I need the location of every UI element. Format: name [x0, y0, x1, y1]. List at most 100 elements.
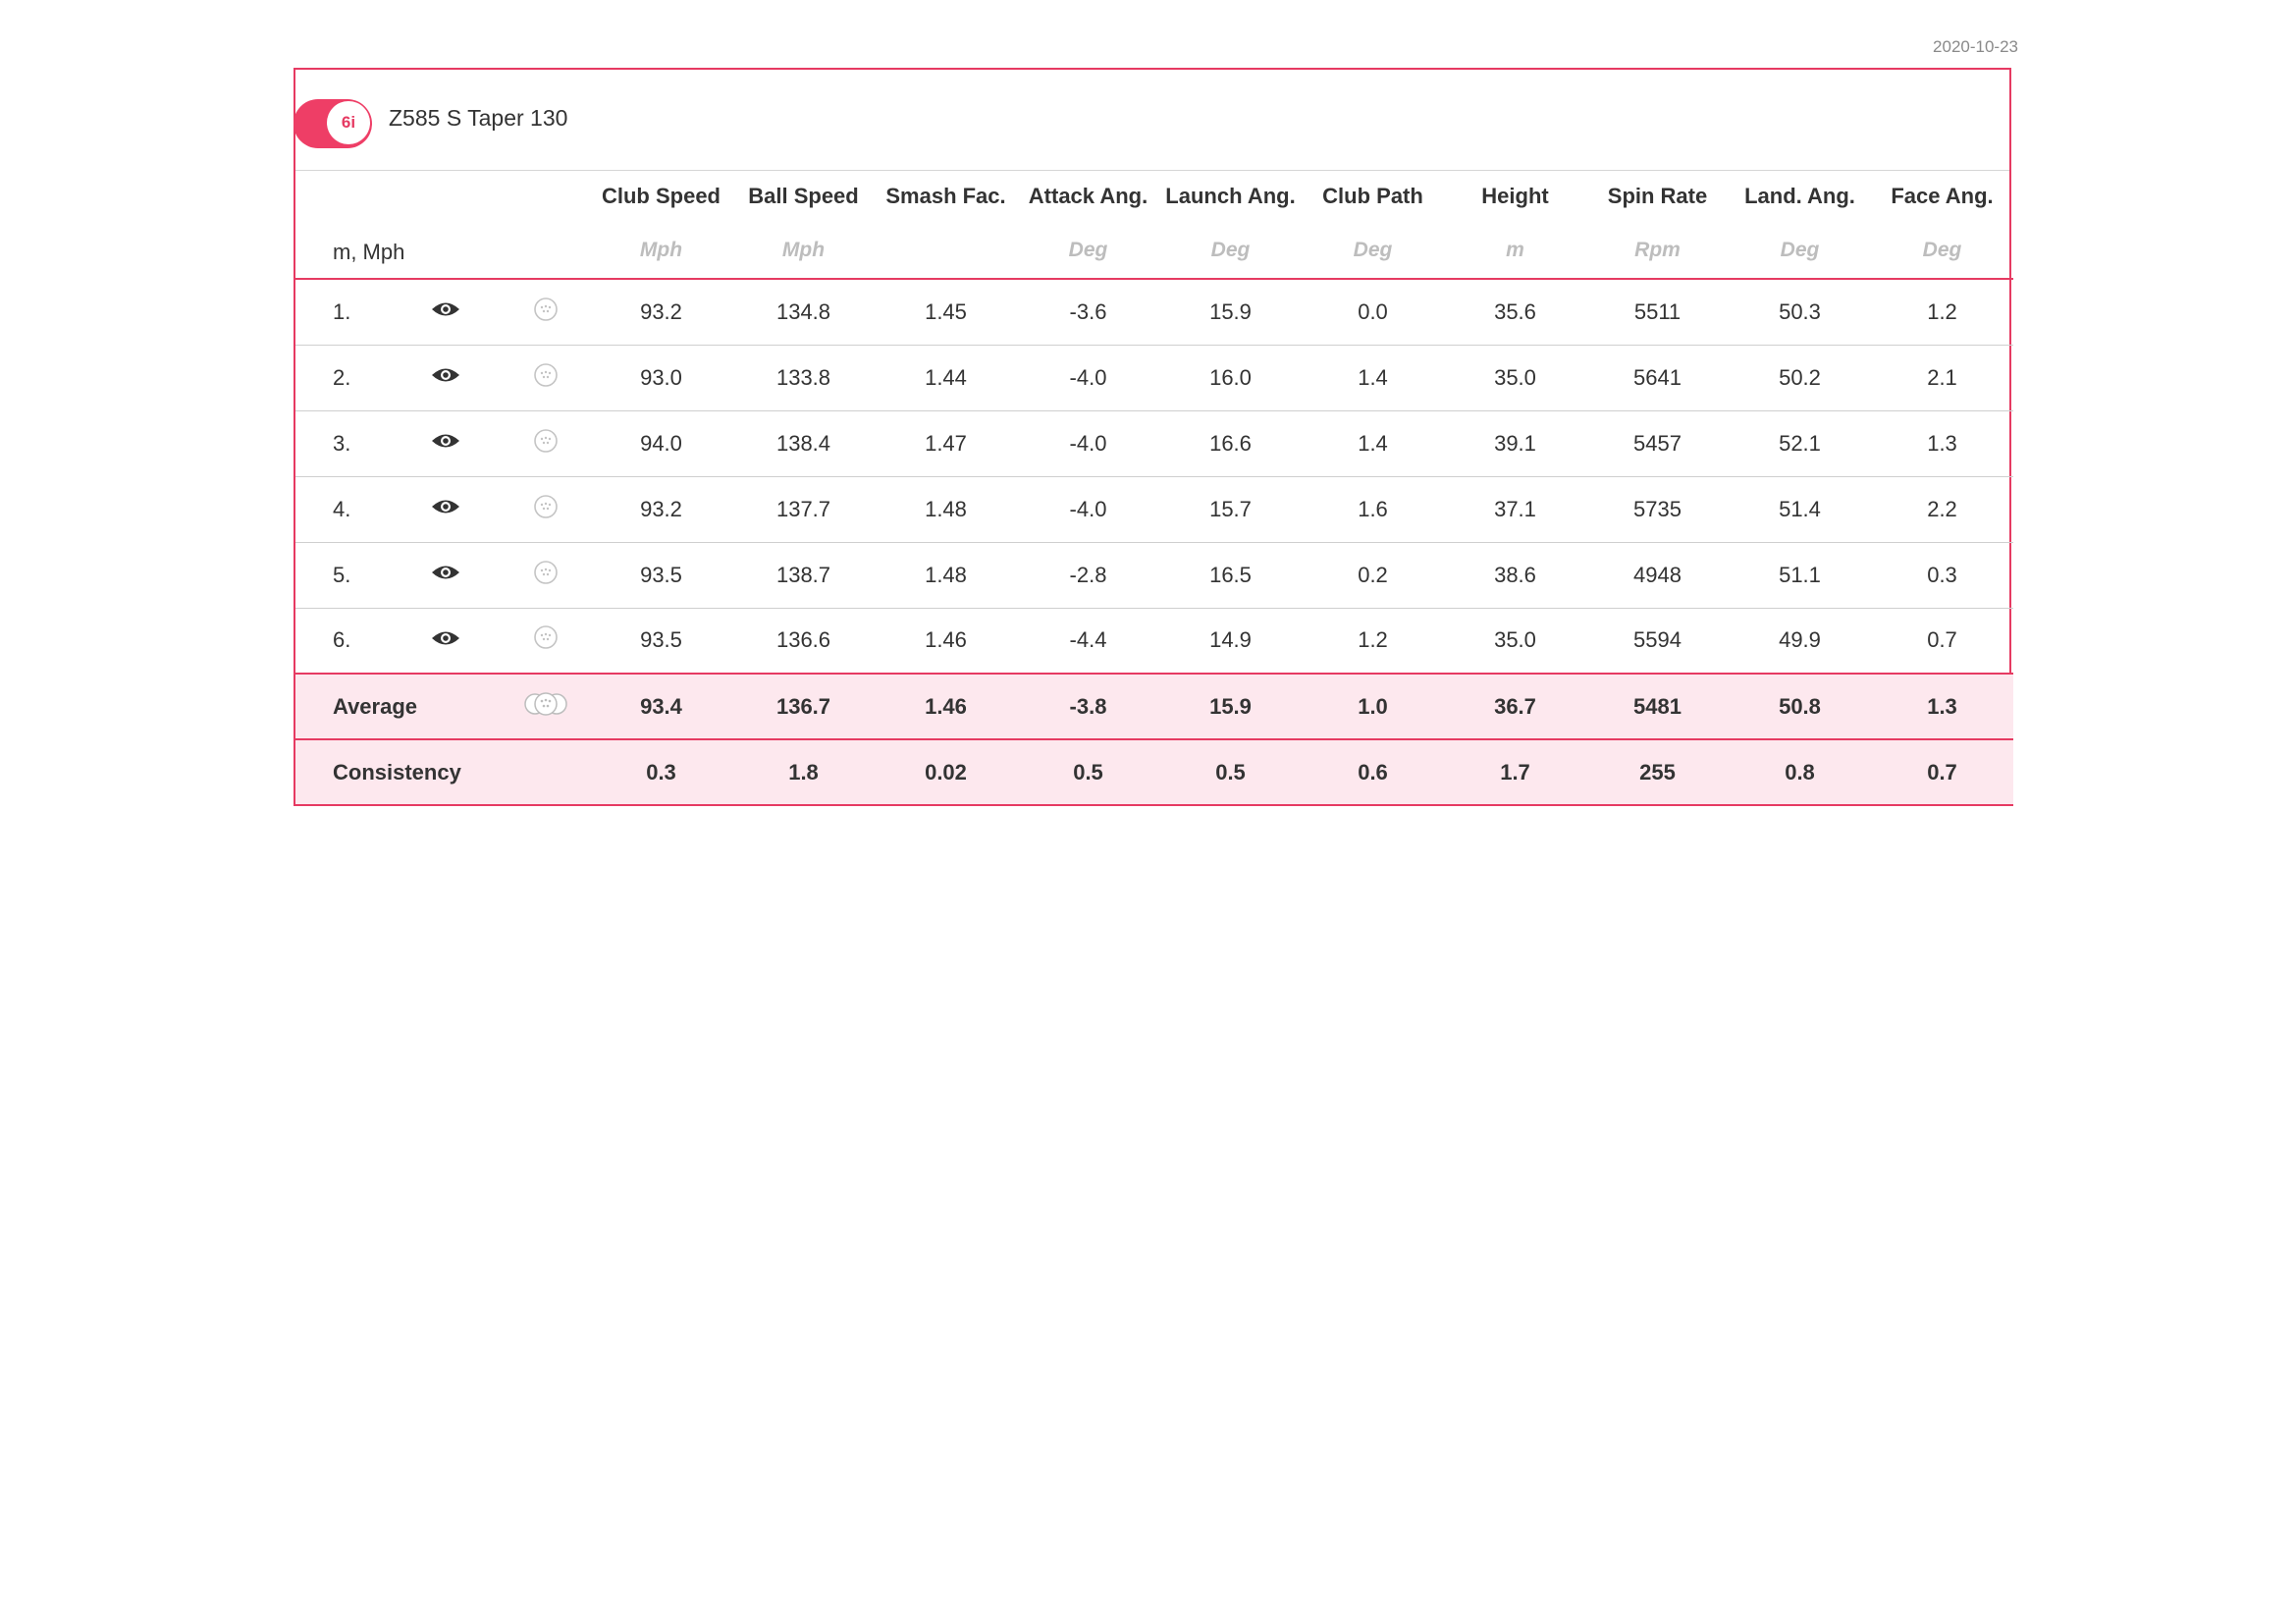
column-title: Attack Ang.: [1028, 184, 1148, 208]
ball-icon: [533, 494, 559, 525]
table-cell: 1.45: [875, 279, 1017, 346]
table-cell: 5457: [1586, 410, 1729, 477]
table-cell: 93.5: [590, 542, 732, 609]
table-cell: 52.1: [1729, 410, 1871, 477]
table-cell: 5511: [1586, 279, 1729, 346]
table-cell: 1.46: [875, 608, 1017, 675]
header-row: m, Mph Club Speed Mph Ball Speed Mph Smash F…: [295, 171, 2013, 280]
table-cell: 4948: [1586, 542, 1729, 609]
summary-cell: 15.9: [1159, 673, 1302, 739]
eye-icon[interactable]: [431, 431, 460, 457]
ball-icon: [533, 362, 559, 394]
table-cell: 1.3: [1871, 410, 2013, 477]
table-cell: 35.6: [1444, 279, 1586, 346]
table-cell: 0.7: [1871, 608, 2013, 675]
eye-icon[interactable]: [431, 497, 460, 522]
consistency-row: Consistency 0.3 1.8 0.02 0.5 0.5 0.6 1.7 255 0.8 0…: [295, 738, 2013, 806]
table-cell: 93.2: [590, 279, 732, 346]
table-cell: 134.8: [732, 279, 875, 346]
ball-cell: [502, 542, 590, 609]
table-row: 3. 94.0 138.4 1.47 -4.0 16.6 1.4 39.1 5457 52.1 1.…: [295, 410, 2013, 477]
club-name: Z585 S Taper 130: [389, 105, 568, 131]
table-cell: 5594: [1586, 608, 1729, 675]
summary-cell: 5481: [1586, 673, 1729, 739]
summary-cell: 0.5: [1017, 738, 1159, 806]
summary-cell: 36.7: [1444, 673, 1586, 739]
column-header: Attack Ang. Deg: [1017, 171, 1159, 280]
summary-cell: 0.3: [590, 738, 732, 806]
table-cell: 0.0: [1302, 279, 1444, 346]
eye-cell: [389, 345, 502, 411]
summary-cell: 255: [1586, 738, 1729, 806]
table-cell: -4.0: [1017, 410, 1159, 477]
shot-number: 3.: [295, 410, 389, 477]
table-cell: 51.4: [1729, 476, 1871, 543]
column-unit: Mph: [781, 239, 826, 261]
eye-icon[interactable]: [431, 365, 460, 391]
eye-cell: [389, 476, 502, 543]
consistency-row-label: Consistency: [295, 738, 502, 806]
column-title: Launch Ang.: [1165, 184, 1296, 208]
ball-cell: [502, 410, 590, 477]
eye-icon[interactable]: [431, 299, 460, 325]
column-header: Land. Ang. Deg: [1729, 171, 1871, 280]
shot-number: 5.: [295, 542, 389, 609]
table-cell: 93.2: [590, 476, 732, 543]
eye-icon[interactable]: [431, 563, 460, 588]
summary-cell: 0.5: [1159, 738, 1302, 806]
ball-cell: [502, 476, 590, 543]
eye-cell: [389, 542, 502, 609]
table-cell: 137.7: [732, 476, 875, 543]
table-cell: 93.0: [590, 345, 732, 411]
table-cell: 5641: [1586, 345, 1729, 411]
ball-cell: [502, 345, 590, 411]
table-cell: 1.2: [1871, 279, 2013, 346]
table-cell: 93.5: [590, 608, 732, 675]
table-cell: 1.48: [875, 476, 1017, 543]
table-cell: 50.3: [1729, 279, 1871, 346]
table-cell: -2.8: [1017, 542, 1159, 609]
club-toggle[interactable]: 6i: [294, 99, 372, 148]
table-cell: 94.0: [590, 410, 732, 477]
eye-cell: [389, 410, 502, 477]
column-title: Spin Rate: [1607, 184, 1708, 208]
column-title: Club Speed: [601, 184, 721, 208]
column-unit: Deg: [1210, 239, 1251, 261]
summary-cell: 1.3: [1871, 673, 2013, 739]
table-cell: 38.6: [1444, 542, 1586, 609]
table-cell: 138.7: [732, 542, 875, 609]
table-cell: 35.0: [1444, 608, 1586, 675]
table-row: 5. 93.5 138.7 1.48 -2.8 16.5 0.2 38.6 4948 51.1 0.…: [295, 542, 2013, 609]
table-cell: 49.9: [1729, 608, 1871, 675]
table-cell: 1.6: [1302, 476, 1444, 543]
table-cell: 15.9: [1159, 279, 1302, 346]
summary-cell: 136.7: [732, 673, 875, 739]
table-cell: 136.6: [732, 608, 875, 675]
table-cell: 1.4: [1302, 410, 1444, 477]
column-unit: Deg: [1922, 239, 1962, 261]
column-title: Height: [1481, 184, 1549, 208]
shot-table: m, Mph Club Speed Mph Ball Speed Mph Smash F…: [295, 171, 2013, 806]
summary-cell: -3.8: [1017, 673, 1159, 739]
column-unit: Mph: [639, 239, 683, 261]
column-header: Face Ang. Deg: [1871, 171, 2013, 280]
summary-cell: 1.46: [875, 673, 1017, 739]
shot-number: 4.: [295, 476, 389, 543]
column-header: Club Speed Mph: [590, 171, 732, 280]
column-title: Smash Fac.: [885, 184, 1006, 208]
ball-cluster-icon: [523, 690, 568, 724]
table-row: 2. 93.0 133.8 1.44 -4.0 16.0 1.4 35.0 5641 50.2 2.…: [295, 345, 2013, 411]
table-cell: 16.5: [1159, 542, 1302, 609]
table-cell: 5735: [1586, 476, 1729, 543]
summary-cell: 0.6: [1302, 738, 1444, 806]
table-cell: -3.6: [1017, 279, 1159, 346]
column-unit: Rpm: [1634, 239, 1681, 261]
column-unit: Deg: [1780, 239, 1820, 261]
eye-icon[interactable]: [431, 628, 460, 654]
club-header: 6i Z585 S Taper 130: [294, 70, 2009, 171]
eye-cell: [389, 279, 502, 346]
summary-cell: 0.7: [1871, 738, 2013, 806]
column-unit: Deg: [1068, 239, 1108, 261]
column-title: Face Ang.: [1891, 184, 1994, 208]
table-cell: 133.8: [732, 345, 875, 411]
